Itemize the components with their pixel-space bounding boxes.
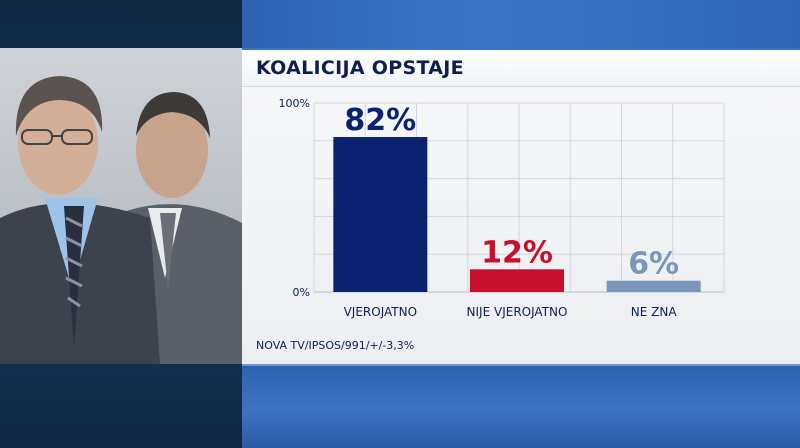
- data-label: 6%: [628, 247, 679, 282]
- category-label: VJEROJATNO: [344, 305, 417, 319]
- chart-panel: KOALICIJA OPSTAJE 0% 100% 82% VJEROJATNO 12%…: [242, 50, 800, 364]
- y-tick-label: 0%: [293, 286, 310, 299]
- bar: [333, 137, 428, 292]
- data-label: 82%: [344, 103, 416, 138]
- y-tick-label: 100%: [279, 97, 310, 110]
- source-note: NOVA TV/IPSOS/991/+/-3,3%: [256, 339, 415, 352]
- chart-title: KOALICIJA OPSTAJE: [256, 57, 464, 79]
- politicians-photo: [0, 48, 242, 364]
- bar-chart: 0% 100% 82% VJEROJATNO 12% NIJE VJEROJATNO 6% N…: [279, 97, 725, 319]
- data-label: 12%: [481, 235, 553, 270]
- category-label: NIJE VJEROJATNO: [467, 305, 568, 319]
- category-label: NE ZNA: [631, 305, 678, 319]
- bar: [606, 280, 701, 292]
- bar: [470, 269, 564, 292]
- title-bar: KOALICIJA OPSTAJE: [242, 50, 800, 87]
